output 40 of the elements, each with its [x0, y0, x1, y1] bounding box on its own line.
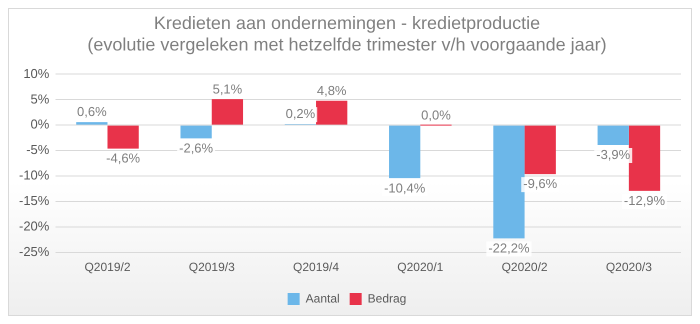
- bar: [76, 122, 108, 125]
- y-tick-label: -10%: [18, 168, 50, 183]
- data-label: 0,0%: [421, 108, 452, 123]
- legend-label: Aantal: [306, 291, 340, 306]
- bar: [212, 99, 244, 125]
- data-label: -9,6%: [523, 176, 558, 192]
- data-label: 0,6%: [77, 104, 108, 120]
- y-tick-label: -25%: [18, 244, 50, 260]
- y-tick-label: -20%: [18, 218, 50, 234]
- bar: [598, 126, 629, 146]
- x-tick-label: Q2019/2: [84, 260, 131, 274]
- data-label: -2,6%: [179, 140, 214, 156]
- bar: [180, 126, 212, 138]
- bar: [107, 126, 139, 149]
- x-tick-label: Q2019/4: [293, 260, 340, 274]
- data-label: 0,2%: [286, 106, 316, 122]
- data-label: -4,6%: [106, 150, 141, 166]
- bar: [493, 126, 525, 238]
- x-tick-label: Q2020/3: [606, 260, 652, 274]
- y-tick-label: -5%: [26, 142, 50, 158]
- data-label: -22,2%: [488, 240, 530, 256]
- data-label: 4,8%: [316, 82, 347, 98]
- y-tick-label: 5%: [30, 91, 50, 106]
- data-label: -12,9%: [624, 193, 666, 208]
- legend-label: Bedrag: [368, 291, 406, 306]
- x-tick-label: Q2019/3: [188, 260, 236, 274]
- y-tick-label: -15%: [18, 193, 50, 208]
- data-label: -3,9%: [596, 147, 631, 162]
- text: (evolutie vergeleken met hetzelfde trimester v/h voorgaande jaar): [87, 34, 607, 54]
- y-tick-label: 10%: [23, 66, 50, 81]
- x-tick-label: Q2020/1: [397, 260, 444, 274]
- text: Kredieten aan ondernemingen - kredietproductie: [154, 12, 540, 33]
- x-tick-label: Q2020/2: [502, 260, 548, 274]
- y-tick-label: 0%: [30, 116, 50, 132]
- bar: [316, 100, 348, 125]
- bar: [389, 126, 420, 178]
- data-label: -10,4%: [384, 180, 426, 196]
- bar: [628, 126, 660, 191]
- bar: [524, 126, 556, 174]
- data-label: 5,1%: [212, 81, 243, 96]
